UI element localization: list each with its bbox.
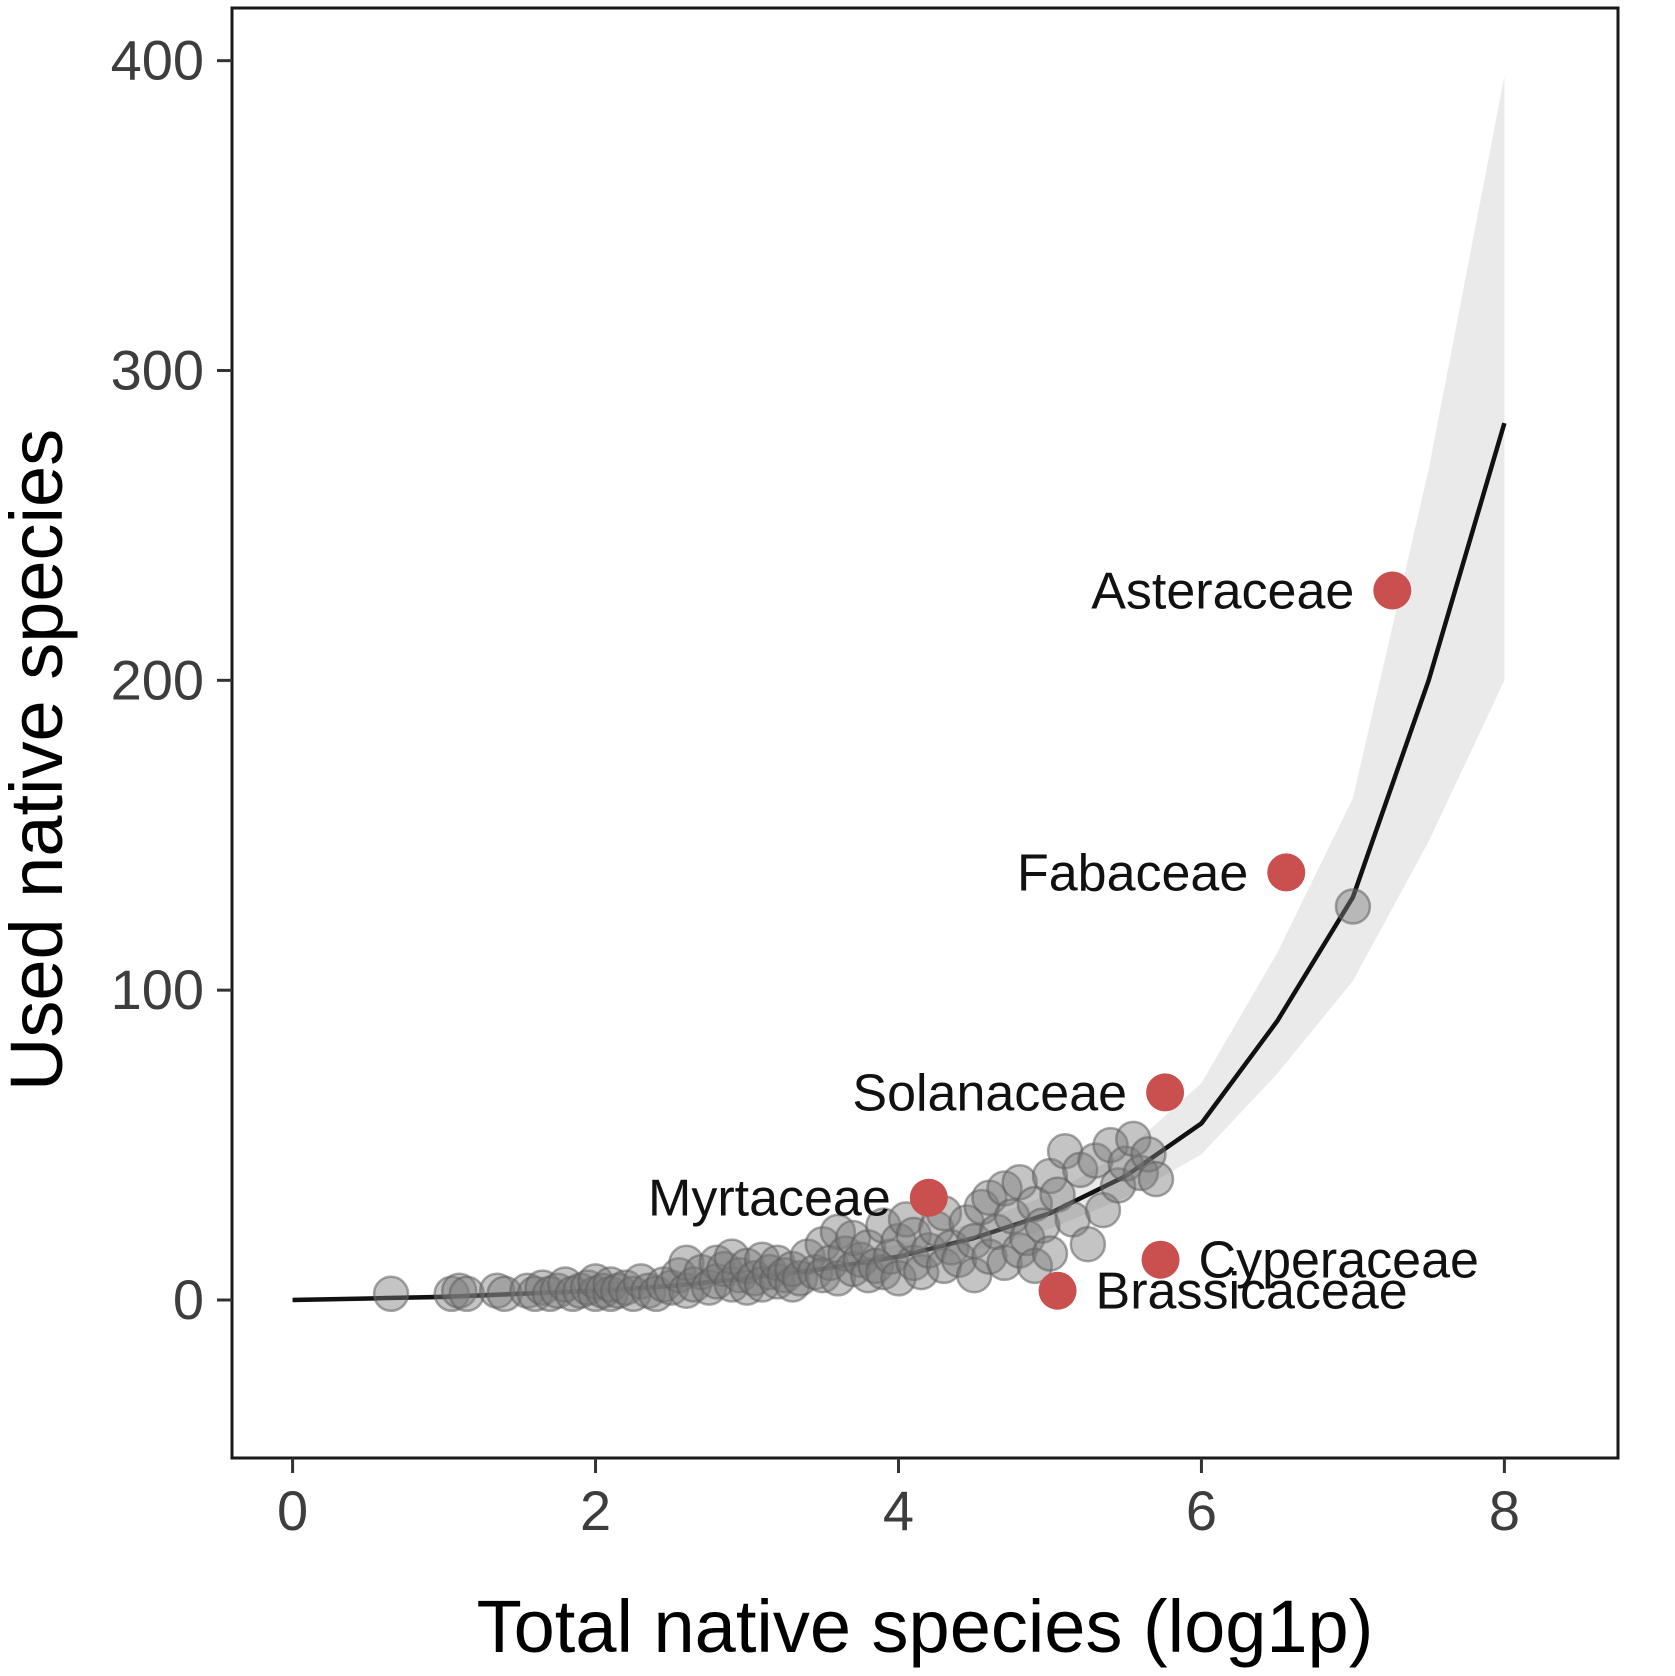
highlight-point <box>1146 1073 1185 1112</box>
highlight-point <box>1267 853 1306 892</box>
data-point <box>486 1275 523 1313</box>
highlight-point-label: Cyperaceae <box>1199 1232 1479 1290</box>
highlight-point-label: Asteraceae <box>1091 562 1354 620</box>
data-point <box>1031 1235 1069 1272</box>
highlight-point-label: Brassicaceae <box>1096 1263 1408 1321</box>
data-point <box>1016 1185 1054 1223</box>
highlight-point-label: Solanaceae <box>852 1064 1127 1122</box>
panel-border <box>230 6 1620 1460</box>
y-tick-label: 100 <box>111 958 204 1021</box>
x-tick-label: 2 <box>580 1479 611 1542</box>
highlight-point <box>1373 571 1412 610</box>
data-point <box>880 1260 917 1297</box>
x-axis-title: Total native species (log1p) <box>477 1585 1374 1668</box>
y-axis-title: Used native species <box>0 429 78 1091</box>
data-point <box>1092 1126 1129 1164</box>
data-point <box>902 1253 940 1291</box>
y-tick-label: 400 <box>111 29 204 92</box>
data-point <box>1024 1207 1061 1244</box>
x-tick-label: 4 <box>883 1479 914 1542</box>
highlight-point <box>1038 1271 1077 1310</box>
highlight-point-label: Myrtaceae <box>648 1170 891 1228</box>
data-point <box>940 1241 978 1278</box>
panel-border-rect <box>230 6 1620 1460</box>
data-point <box>1069 1225 1107 1263</box>
highlight-point <box>1141 1240 1180 1279</box>
x-tick-label: 6 <box>1186 1479 1217 1542</box>
highlight-point <box>909 1178 948 1217</box>
data-point <box>1115 1120 1152 1158</box>
data-point <box>895 1216 932 1254</box>
highlight-point-label: Fabaceae <box>1017 844 1248 902</box>
x-tick-label: 0 <box>277 1479 308 1542</box>
axes: 0 2 4 6 8 0 100 200 300 400 <box>111 29 1520 1542</box>
y-tick-label: 300 <box>111 339 204 402</box>
data-point <box>1077 1142 1114 1179</box>
x-tick-label: 8 <box>1489 1479 1520 1542</box>
data-point <box>1137 1160 1175 1198</box>
data-point <box>1334 888 1372 925</box>
data-point <box>372 1275 410 1313</box>
y-tick-label: 0 <box>173 1268 204 1331</box>
data-point <box>1099 1167 1137 1204</box>
highlighted-points: Asteraceae Fabaceae Solanaceae Myrtaceae Cyp… <box>648 562 1479 1320</box>
data-point <box>448 1275 486 1313</box>
y-tick-label: 200 <box>111 648 204 711</box>
data-points <box>372 888 1372 1313</box>
